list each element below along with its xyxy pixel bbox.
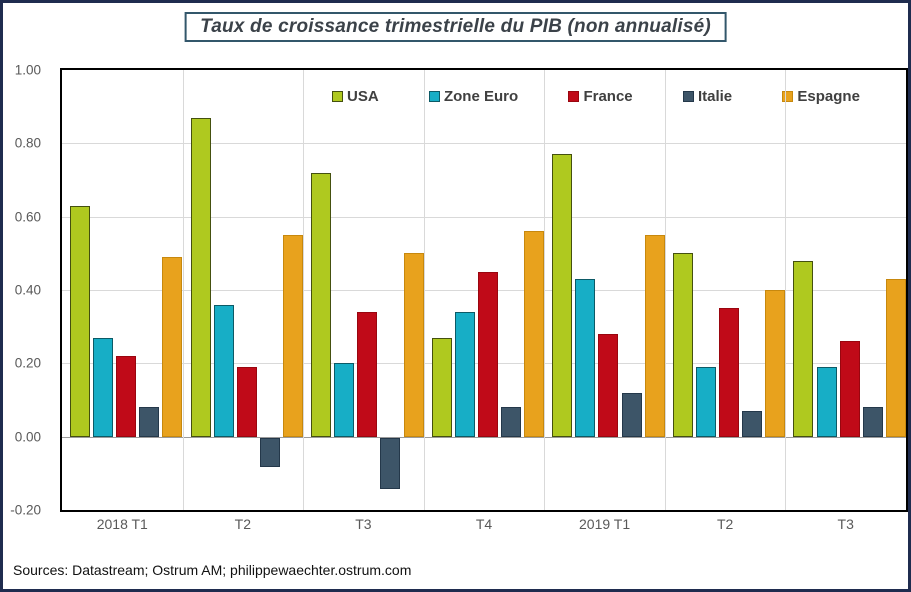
legend-label: Zone Euro	[443, 88, 519, 105]
bar-italie	[862, 407, 883, 437]
vertical-gridline	[664, 70, 666, 510]
chart-title: Taux de croissance trimestrielle du PIB …	[200, 16, 711, 37]
bar-italie	[259, 437, 280, 467]
x-axis-category-label: T3	[837, 516, 854, 532]
y-axis-tick-label: 0.20	[14, 355, 41, 371]
bar-italie	[742, 411, 763, 437]
x-axis-category-label: T2	[234, 516, 252, 532]
bar-italie	[501, 407, 521, 437]
x-axis-category-label: T4	[475, 516, 493, 532]
x-axis-category-label: T2	[716, 516, 734, 532]
bar-espagne	[644, 235, 665, 437]
vertical-gridline	[303, 70, 305, 510]
legend-item-italie: Italie	[682, 88, 733, 105]
bar-france	[719, 308, 740, 437]
legend-item-usa: USA	[332, 88, 379, 105]
bar-usa	[552, 154, 573, 437]
bar-espagne	[162, 257, 183, 437]
legend-label: Espagne	[797, 88, 860, 105]
vertical-gridline	[785, 70, 787, 510]
bar-usa	[190, 117, 211, 437]
legend-swatch-icon	[428, 91, 440, 102]
bar-usa	[311, 172, 332, 437]
bar-zone-euro	[695, 367, 716, 437]
x-axis-category-label: T3	[355, 516, 372, 532]
legend-swatch-icon	[782, 91, 794, 102]
bar-zone-euro	[454, 312, 475, 437]
bar-espagne	[885, 279, 906, 437]
legend-item-france: France	[568, 88, 633, 105]
y-axis-tick-label: 1.00	[14, 62, 41, 78]
bar-italie	[380, 437, 401, 489]
legend-label: France	[583, 88, 633, 105]
bar-usa	[70, 205, 90, 437]
bar-zone-euro	[575, 279, 596, 437]
bar-france	[477, 271, 498, 437]
plot-area: USA Zone Euro France Italie Espagne	[60, 68, 908, 512]
vertical-gridline	[423, 70, 425, 510]
sources-text: Sources: Datastream; Ostrum AM; philippe…	[13, 562, 412, 578]
legend-item-zone-euro: Zone Euro	[428, 88, 519, 105]
bar-espagne	[524, 231, 545, 437]
chart-title-box: Taux de croissance trimestrielle du PIB …	[184, 12, 727, 42]
bar-zone-euro	[816, 367, 837, 437]
y-axis-tick-label: 0.60	[14, 209, 41, 225]
y-axis-tick-label: -0.20	[10, 502, 41, 518]
legend: USA Zone Euro France Italie Espagne	[332, 88, 860, 105]
bar-espagne	[403, 253, 424, 437]
bar-france	[236, 367, 257, 437]
legend-label: USA	[347, 88, 379, 105]
y-axis-tick-label: 0.00	[14, 429, 41, 445]
bar-france	[839, 341, 860, 437]
vertical-gridline	[544, 70, 546, 510]
bar-zone-euro	[93, 337, 114, 437]
bar-espagne	[282, 235, 303, 437]
y-axis-tick-label: 0.80	[14, 135, 41, 151]
bar-zone-euro	[213, 304, 234, 437]
bar-usa	[431, 337, 452, 437]
bar-france	[598, 334, 619, 437]
horizontal-gridline	[62, 143, 906, 145]
bar-france	[116, 356, 137, 437]
legend-swatch-icon	[682, 91, 694, 102]
bar-zone-euro	[334, 363, 355, 437]
legend-swatch-icon	[332, 91, 343, 102]
bar-usa	[672, 253, 693, 437]
x-axis-category-label: 2018 T1	[96, 516, 148, 532]
legend-swatch-icon	[568, 91, 580, 102]
bar-italie	[139, 407, 160, 437]
bar-espagne	[765, 290, 786, 437]
x-axis-category-label: 2019 T1	[579, 516, 631, 532]
zero-axis-line	[62, 436, 906, 438]
bar-usa	[793, 260, 814, 437]
legend-label: Italie	[697, 88, 733, 105]
bar-italie	[621, 392, 642, 437]
y-axis-tick-label: 0.40	[14, 282, 41, 298]
vertical-gridline	[182, 70, 184, 510]
horizontal-gridline	[62, 216, 906, 218]
bar-france	[357, 312, 378, 437]
legend-item-espagne: Espagne	[782, 88, 860, 105]
